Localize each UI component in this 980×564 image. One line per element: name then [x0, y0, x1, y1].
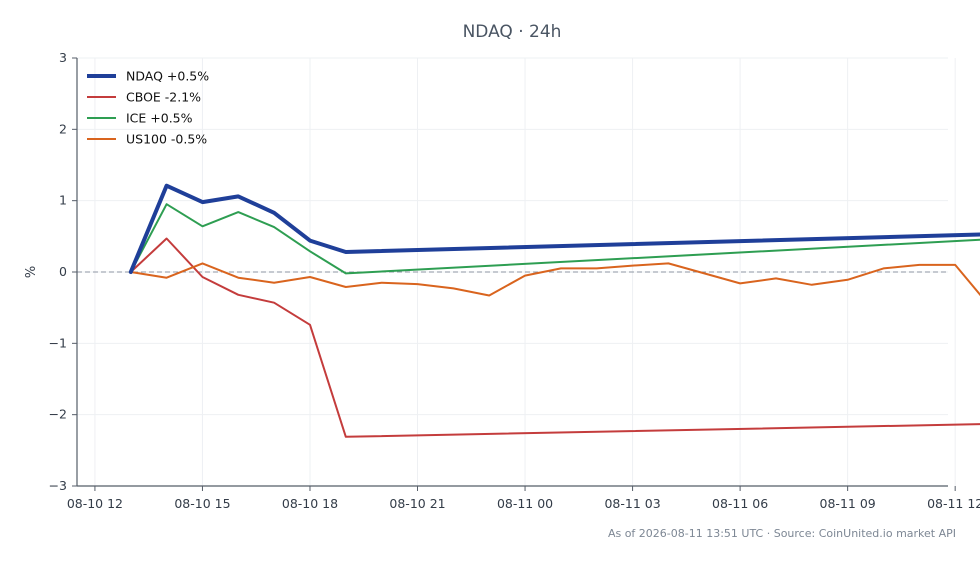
x-tick-label: 08-11 12 [927, 496, 980, 511]
y-axis-label: % [24, 266, 39, 278]
y-tick-label: 2 [59, 121, 67, 136]
y-tick-label: 0 [59, 264, 67, 279]
x-tick-label: 08-10 15 [174, 496, 230, 511]
footer-caption: As of 2026-08-11 13:51 UTC · Source: Coi… [608, 527, 956, 540]
y-tick-label: −3 [49, 478, 67, 493]
series-line-us100 [129, 262, 980, 297]
x-tick-label: 08-10 12 [67, 496, 123, 511]
legend-label-cboe: CBOE -2.1% [126, 90, 201, 105]
x-tick-label: 08-10 21 [389, 496, 445, 511]
series-line-cboe [129, 237, 980, 438]
y-axis-ticks: 3 2 1 0 −1 −2 −3 [49, 50, 77, 493]
legend-label-us100: US100 -0.5% [126, 132, 207, 147]
y-tick-label: −2 [49, 407, 67, 422]
y-tick-label: −1 [49, 335, 67, 350]
x-axis-ticks: 08-10 12 08-10 15 08-10 18 08-10 21 08-11 00… [67, 486, 980, 511]
x-tick-label: 08-11 09 [820, 496, 876, 511]
legend-label-ndaq: NDAQ +0.5% [126, 69, 209, 84]
x-tick-label: 08-10 18 [282, 496, 338, 511]
legend-label-ice: ICE +0.5% [126, 111, 193, 126]
series-line-ndaq [128, 183, 980, 274]
x-tick-label: 08-11 06 [712, 496, 768, 511]
y-tick-label: 1 [59, 193, 67, 208]
legend: NDAQ +0.5% CBOE -2.1% ICE +0.5% US100 -0.5% [87, 69, 209, 147]
series-line-ice [129, 203, 980, 275]
x-tick-label: 08-11 00 [497, 496, 553, 511]
chart-title: NDAQ · 24h [463, 22, 562, 42]
y-tick-label: 3 [59, 50, 67, 65]
x-tick-label: 08-11 03 [604, 496, 660, 511]
series-layer [128, 183, 980, 438]
